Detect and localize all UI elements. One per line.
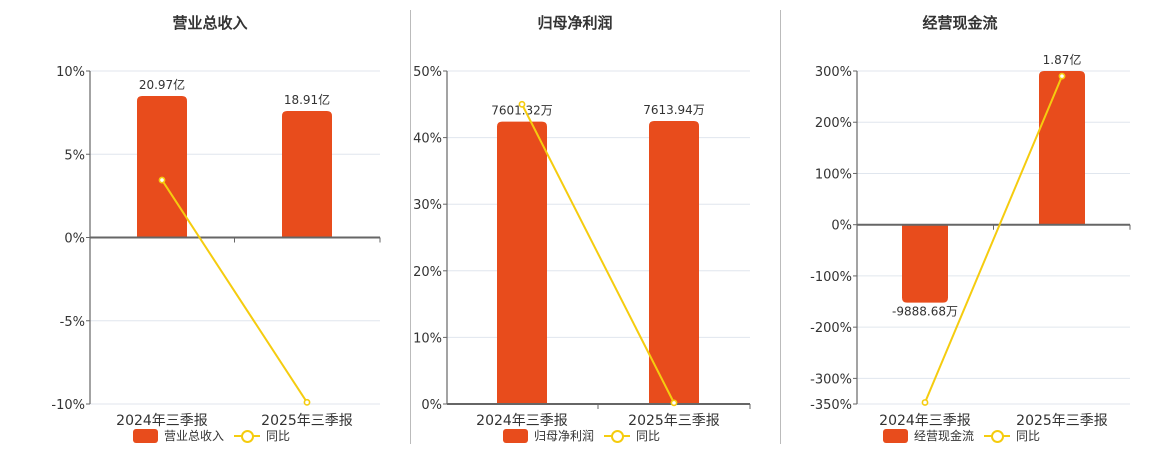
yoy-line (924, 75, 1063, 403)
panel-divider (780, 10, 781, 444)
y-tick-label: 10% (56, 65, 85, 80)
bar[interactable] (497, 121, 547, 404)
chart-panel-net-profit: 归母净利润 50% 40% 30% 20% 10% 0% 7601.32万 7613.94万 2… (413, 14, 751, 444)
bar[interactable] (282, 110, 332, 238)
legend-bar-label[interactable]: 营业总收入 (164, 429, 225, 443)
yoy-point[interactable] (518, 100, 526, 108)
chart-title: 经营现金流 (922, 14, 998, 32)
x-category-label: 2024年三季报 (476, 413, 568, 429)
legend-bar-label[interactable]: 归母净利润 (534, 429, 595, 443)
y-tick-label: 5% (64, 148, 85, 163)
y-tick-label: 50% (413, 65, 442, 80)
legend-line-icon[interactable] (234, 429, 261, 443)
chart-plot: 10% 5% 0% -5% -10% 20.97亿 18.91亿 2024年三季报 2025年三… (51, 65, 381, 429)
legend-line-icon[interactable] (984, 429, 1011, 443)
legend-bar-swatch[interactable] (133, 428, 158, 443)
x-category-label: 2025年三季报 (1016, 413, 1108, 429)
panel-divider (410, 10, 411, 444)
legend-line-label[interactable]: 同比 (636, 429, 661, 443)
x-category-label: 2024年三季报 (116, 413, 208, 429)
bar-value-label: 18.91亿 (284, 92, 330, 107)
y-tick-label: 10% (413, 331, 442, 346)
bar[interactable] (902, 224, 948, 303)
yoy-point[interactable] (158, 176, 166, 184)
y-tick-label: 200% (815, 116, 852, 131)
y-tick-label: -200% (810, 321, 852, 336)
y-tick-label: 0% (831, 219, 852, 234)
bar-value-label: 20.97亿 (139, 77, 185, 92)
bar[interactable] (649, 120, 699, 404)
y-tick-label: 0% (421, 398, 442, 413)
y-tick-label: 30% (413, 198, 442, 213)
x-category-label: 2025年三季报 (261, 413, 353, 429)
chart-legend: 经营现金流 同比 (883, 427, 1040, 444)
chart-plot: 50% 40% 30% 20% 10% 0% 7601.32万 7613.94万 2024年三季… (413, 65, 751, 429)
yoy-point[interactable] (303, 398, 311, 406)
bar-value-label: 1.87亿 (1043, 52, 1082, 67)
yoy-line (161, 179, 308, 403)
y-tick-label: -350% (810, 398, 852, 413)
y-tick-label: 40% (413, 132, 442, 147)
yoy-point[interactable] (670, 399, 678, 407)
x-category-label: 2024年三季报 (879, 413, 971, 429)
legend-line-label[interactable]: 同比 (266, 429, 291, 443)
legend-bar-swatch[interactable] (883, 428, 908, 443)
x-category-label: 2025年三季报 (628, 413, 720, 429)
bar[interactable] (1039, 71, 1085, 225)
legend-bar-label[interactable]: 经营现金流 (914, 429, 975, 443)
legend-line-label[interactable]: 同比 (1016, 429, 1041, 443)
chart-title: 营业总收入 (172, 14, 248, 32)
legend-bar-swatch[interactable] (503, 428, 528, 443)
bar[interactable] (137, 95, 187, 238)
y-tick-label: 0% (64, 232, 85, 247)
y-tick-label: -300% (810, 372, 852, 387)
chart-legend: 归母净利润 同比 (503, 427, 660, 444)
y-tick-label: 100% (815, 167, 852, 182)
bar-value-label: -9888.68万 (892, 305, 958, 319)
yoy-line (521, 103, 675, 404)
chart-panel-revenue: 营业总收入 10% 5% 0% -5% -10% 20.97亿 18.91亿 2024年三季报… (0, 0, 410, 450)
bar-value-label: 7613.94万 (643, 103, 705, 117)
y-tick-label: -100% (810, 270, 852, 285)
y-tick-label: -10% (51, 398, 85, 413)
y-tick-label: -5% (60, 315, 85, 330)
bar-value-label: 7601.32万 (491, 104, 553, 118)
legend-line-icon[interactable] (604, 429, 631, 443)
chart-title: 归母净利润 (537, 14, 613, 32)
yoy-point[interactable] (1058, 72, 1066, 80)
y-tick-label: 300% (815, 65, 852, 80)
y-tick-label: 20% (413, 265, 442, 280)
chart-legend: 营业总收入 同比 (133, 427, 290, 444)
yoy-point[interactable] (921, 399, 929, 406)
